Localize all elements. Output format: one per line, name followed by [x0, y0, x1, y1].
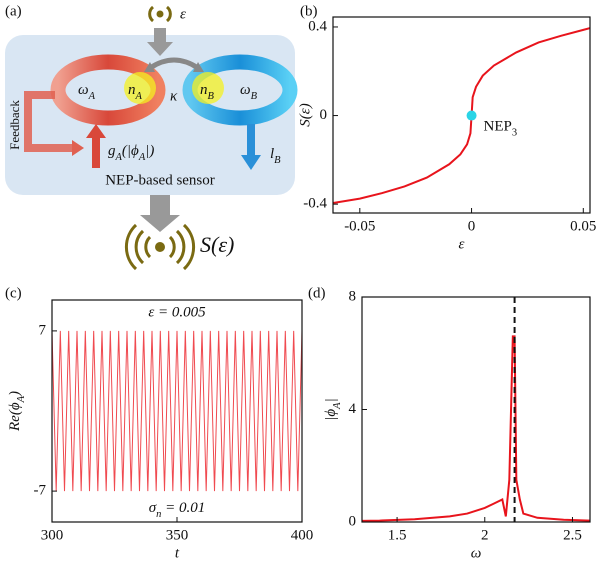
input-label: ε — [180, 6, 186, 22]
subscript: n — [156, 509, 161, 520]
text-part: = 0.01 — [161, 500, 205, 516]
plot-area — [52, 330, 302, 492]
feedback-head — [72, 140, 84, 156]
y-axis-label: S(ε) — [297, 103, 313, 126]
x-tick-label: 2 — [481, 527, 489, 543]
chart: (c) 300 350 400 -7 7 t Re(ϕA) ε = 0.005 σn = 0.01 — [5, 285, 313, 561]
point-marker — [466, 110, 477, 121]
subscript: A — [88, 91, 96, 102]
input-arrow — [147, 28, 173, 56]
subscript: A — [16, 395, 27, 403]
text-part: | — [323, 398, 339, 402]
line-series — [52, 330, 302, 492]
subscript: B — [251, 91, 258, 102]
plot-area — [333, 27, 590, 205]
kappa: κ — [170, 88, 178, 104]
text-part: n — [200, 82, 208, 98]
x-axis-label: ω — [471, 545, 482, 561]
text-part: ) — [7, 391, 23, 397]
omega-b: ωB — [240, 82, 258, 101]
text-part: l — [270, 146, 274, 162]
gain-arrow — [86, 124, 106, 168]
output-label: S(ε) — [200, 232, 234, 257]
panel-label: (d) — [308, 285, 326, 301]
text-part: (|ϕ — [122, 143, 139, 159]
y-tick-label: 4 — [349, 401, 357, 417]
chart: (b) -0.05 0 0.05 -0.4 0 0.4 ε S(ε) NEP3 — [297, 3, 596, 252]
x-tick-label: 300 — [41, 527, 64, 543]
feedback-path — [24, 91, 72, 152]
diagram: (a) ε ωA nA κ nB ωB Feedback gA(|ϕA|) lB… — [5, 3, 298, 271]
glow-b — [192, 72, 224, 104]
text-part: σ — [149, 500, 157, 516]
panel-label: (c) — [5, 285, 22, 301]
output-waves — [124, 223, 196, 271]
ring-b — [182, 54, 298, 126]
text-part: |) — [145, 143, 154, 159]
text-part: g — [108, 143, 116, 159]
text-part: n — [128, 82, 136, 98]
y-tick-label: -7 — [34, 483, 47, 499]
output-arrow — [140, 195, 180, 232]
glow-a — [124, 72, 156, 104]
line-series — [333, 27, 590, 205]
n-a: nA — [128, 82, 143, 101]
axes-frame — [332, 16, 591, 214]
subscript: B — [208, 91, 215, 102]
subscript: 3 — [512, 127, 517, 138]
panel-label: (a) — [5, 3, 22, 19]
text-part: NEP — [484, 119, 512, 135]
y-tick-label: 8 — [349, 288, 357, 304]
x-tick-label: 0 — [468, 218, 476, 234]
point-label: NEP3 — [484, 119, 518, 138]
x-tick-label: -0.05 — [344, 218, 375, 234]
subscript: A — [135, 91, 143, 102]
annotation: ε = 0.005 — [148, 304, 206, 320]
n-b: nB — [200, 82, 215, 101]
text-part: ω — [78, 82, 89, 98]
annotation: σn = 0.01 — [149, 500, 206, 519]
y-tick-label: 0.4 — [308, 18, 327, 34]
subscript: A — [332, 402, 343, 410]
y-tick-label: 0 — [320, 107, 328, 123]
x-tick-label: 2.5 — [563, 527, 582, 543]
y-tick-label: 7 — [39, 322, 47, 338]
axes-frame — [361, 296, 591, 523]
chart: (d) 1.5 2 2.5 0 4 8 ω |ϕA| — [308, 285, 591, 561]
antenna-waves — [148, 5, 172, 23]
x-tick-label: 350 — [166, 527, 189, 543]
coupling-heads — [144, 62, 204, 72]
text-part: ω — [240, 82, 251, 98]
coupling-arrow — [148, 57, 200, 71]
line-series — [362, 335, 590, 522]
subscript: A — [138, 152, 146, 163]
subscript: A — [115, 152, 123, 163]
output-icon — [155, 242, 165, 252]
x-axis-label: ε — [459, 236, 465, 252]
caption: NEP-based sensor — [105, 172, 215, 188]
y-axis-label: |ϕA| — [323, 398, 342, 420]
x-tick-label: 1.5 — [388, 527, 407, 543]
x-tick-label: 400 — [291, 527, 314, 543]
omega-a: ωA — [78, 82, 96, 101]
loss-arrow — [241, 124, 261, 170]
subscript: B — [274, 155, 281, 166]
y-tick-label: 0 — [349, 513, 357, 529]
y-tick-label: -0.4 — [303, 196, 327, 212]
x-axis-label: t — [175, 545, 180, 561]
ring-a — [50, 54, 166, 126]
text-part: |ϕ — [323, 409, 339, 421]
x-tick-label: 0.05 — [570, 218, 596, 234]
plot-area — [362, 297, 590, 522]
antenna — [156, 10, 164, 18]
text-part: Re(ϕ — [7, 402, 23, 432]
loss-label: lB — [270, 146, 281, 165]
panel-label: (b) — [300, 3, 318, 19]
y-axis-label: Re(ϕA) — [7, 391, 26, 432]
feedback-label: Feedback — [7, 100, 22, 150]
gain-label: gA(|ϕA|) — [108, 143, 154, 162]
